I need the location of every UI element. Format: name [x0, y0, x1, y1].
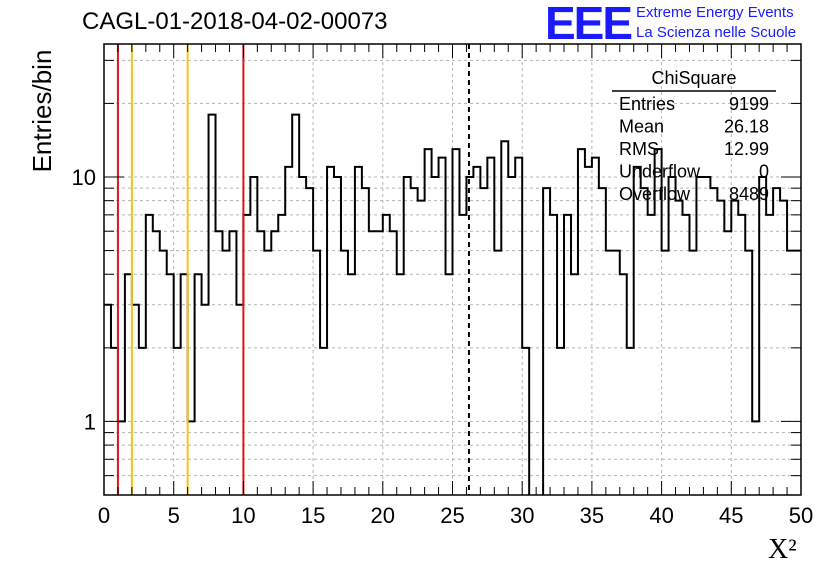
stats-label: Entries: [619, 94, 675, 114]
x-axis-label: X²: [768, 534, 797, 565]
stats-value: 12.99: [724, 139, 769, 159]
x-tick-label: 25: [440, 503, 464, 528]
x-tick-label: 15: [301, 503, 325, 528]
logo-tagline-1: Extreme Energy Events: [636, 4, 794, 21]
chart-title: CAGL-01-2018-04-02-00073: [82, 8, 388, 35]
stats-label: Underflow: [619, 162, 701, 182]
stats-title: ChiSquare: [651, 68, 736, 88]
stats-value: 8489: [729, 184, 769, 204]
x-tick-label: 20: [371, 503, 395, 528]
axes: 0 5 10 15 20 25 30 35 40 45 50 1 10: [72, 43, 813, 528]
stats-label: Mean: [619, 117, 664, 137]
x-tick-label: 40: [649, 503, 673, 528]
x-tick-label: 35: [580, 503, 604, 528]
stats-label: RMS: [619, 139, 659, 159]
marker-lines: [116, 44, 470, 495]
y-tick-label: 1: [84, 409, 96, 434]
stats-box: ChiSquare Entries 9199 Mean 26.18 RMS 12.99 Und…: [612, 68, 776, 204]
x-tick-label: 5: [168, 503, 180, 528]
x-tick-label: 10: [231, 503, 255, 528]
stats-label: Overflow: [619, 184, 691, 204]
x-tick-label: 45: [719, 503, 743, 528]
stats-value: 0: [759, 162, 769, 182]
stats-value: 9199: [729, 94, 769, 114]
stats-value: 26.18: [724, 117, 769, 137]
x-tick-label: 30: [510, 503, 534, 528]
logo-tagline-2: La Scienza nelle Scuole: [636, 24, 797, 41]
x-tick-label: 0: [98, 503, 110, 528]
y-tick-label: 10: [72, 165, 96, 190]
eee-logo: EEE: [545, 0, 633, 49]
x-tick-label: 50: [789, 503, 813, 528]
histogram-bars: [104, 113, 801, 495]
histogram-outline: [104, 113, 801, 495]
